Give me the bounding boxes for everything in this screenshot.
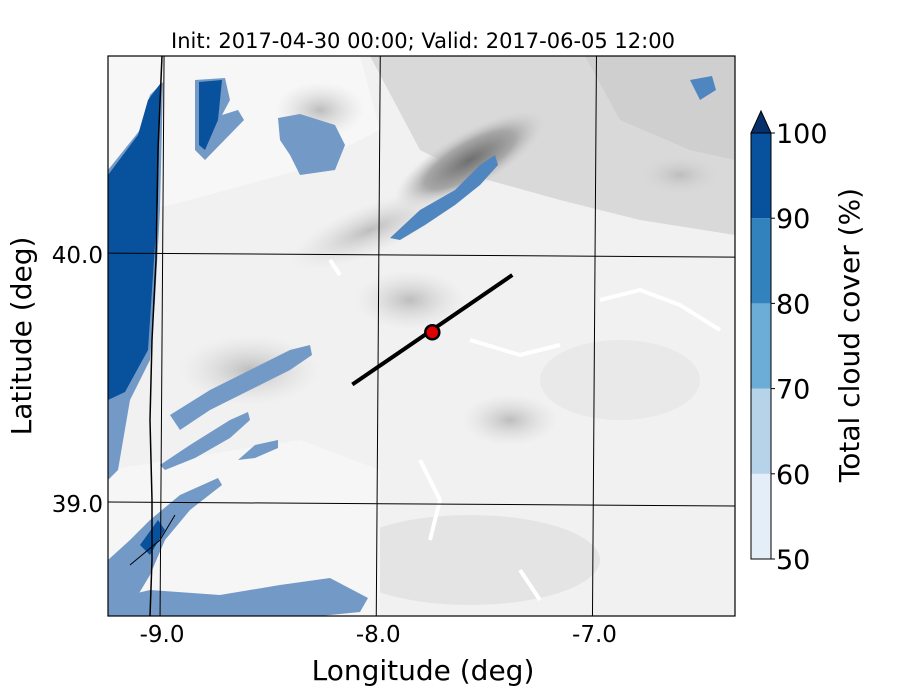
y-tick-label-0: 40.0	[52, 243, 103, 269]
colorbar-frame	[750, 132, 772, 560]
cloud-patch-band-1	[170, 345, 312, 430]
graticule	[107, 55, 736, 617]
coastline-south	[129, 514, 176, 566]
x-tick-label-1: -8.0	[356, 622, 401, 648]
cloud-patch-band-3	[238, 440, 278, 460]
map-panel	[108, 56, 735, 616]
colorbar-label: Total cloud cover (%)	[833, 188, 866, 483]
x-tick-label-0: -9.0	[140, 622, 185, 648]
meridian-2	[591, 55, 597, 617]
colorbar-segment-3	[751, 218, 771, 304]
location-marker	[424, 324, 441, 341]
cloud-patch-ridge	[390, 155, 498, 240]
colorbar-segment-1	[751, 388, 771, 474]
colorbar-tick-label-0: 50	[776, 545, 810, 576]
cloud-patch-band-2	[160, 412, 250, 470]
cloud-patch-far-northeast	[690, 76, 716, 100]
terrain-shading	[108, 56, 735, 616]
colorbar-tick-label-4: 90	[776, 204, 810, 235]
colorbar-extend-arrow	[750, 109, 772, 134]
colorbar-tick-label-1: 60	[776, 460, 810, 491]
x-tick-label-2: -7.0	[572, 622, 617, 648]
cloud-patch-north-core	[199, 80, 222, 150]
cloud-cover	[108, 76, 716, 616]
x-tick-labels: -9.0 -8.0 -7.0	[140, 622, 617, 648]
y-axis-label: Latitude (deg)	[5, 237, 38, 436]
colorbar-tick-label-5: 100	[776, 119, 828, 150]
chart-title: Init: 2017-04-30 00:00; Valid: 2017-06-0…	[171, 29, 675, 53]
y-tick-label-1: 39.0	[52, 492, 103, 518]
parallel-1	[107, 501, 736, 507]
coastline	[149, 56, 163, 616]
cloud-patch-south	[108, 578, 368, 616]
colorbar: 50 60 70 80 90 100	[750, 109, 828, 576]
colorbar-segment-0	[751, 473, 771, 559]
cloud-patch-southwest	[108, 478, 222, 610]
parallel-0	[107, 252, 736, 258]
colorbar-tick-label-2: 70	[776, 375, 810, 406]
colorbar-segment-2	[751, 303, 771, 389]
colorbar-tick-label-3: 80	[776, 289, 810, 320]
meridian-1	[375, 55, 381, 617]
x-axis-label: Longitude (deg)	[312, 654, 535, 687]
map-frame	[107, 55, 736, 617]
meridian-0	[159, 55, 165, 617]
y-tick-labels: 40.0 39.0	[52, 243, 103, 518]
cloud-patch-west-coast-core	[108, 84, 160, 400]
colorbar-segment-4	[751, 133, 771, 219]
cloud-patch-northeast	[278, 114, 345, 175]
